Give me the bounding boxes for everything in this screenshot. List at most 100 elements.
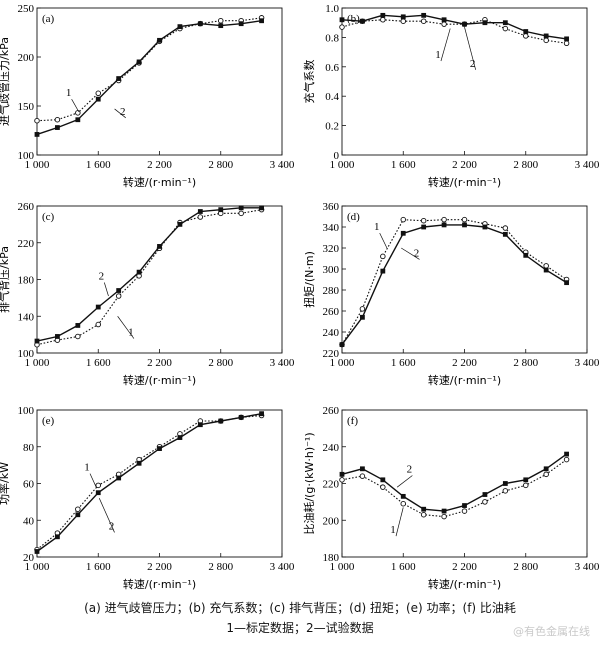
series-line-2 bbox=[341, 224, 567, 346]
data-point-series-2 bbox=[177, 24, 183, 30]
panel-label: (d) bbox=[347, 211, 360, 223]
x-tick-label: 2 200 bbox=[452, 357, 477, 369]
y-tick-label: 340 bbox=[323, 222, 340, 234]
data-point-series-1 bbox=[339, 24, 345, 30]
data-point-series-2 bbox=[462, 21, 467, 27]
data-point-series-2 bbox=[95, 490, 101, 496]
y-axis-label: 排气背压/kPa bbox=[0, 246, 11, 313]
data-point-series-1 bbox=[75, 110, 81, 116]
panel-label: (b) bbox=[347, 13, 360, 25]
x-tick-label: 1 600 bbox=[86, 159, 111, 171]
data-point-series-1 bbox=[523, 33, 529, 39]
annotation-leader bbox=[395, 507, 404, 537]
data-point-series-1 bbox=[54, 116, 61, 123]
data-point-series-1 bbox=[441, 216, 447, 223]
data-point-series-1 bbox=[238, 210, 244, 217]
x-tick-label: 2 800 bbox=[208, 561, 233, 573]
data-point-series-1 bbox=[380, 17, 386, 23]
data-point-series-2 bbox=[360, 314, 365, 320]
data-point-series-2 bbox=[462, 503, 467, 508]
data-point-series-2 bbox=[95, 96, 101, 102]
y-tick-label: 200 bbox=[18, 52, 35, 64]
y-axis-label: 进气歧管压力/kPa bbox=[0, 37, 11, 126]
y-tick-label: 220 bbox=[323, 348, 340, 360]
y-axis-label: 充气系数 bbox=[302, 60, 316, 104]
data-point-series-1 bbox=[95, 321, 101, 328]
y-tick-label: 200 bbox=[323, 515, 340, 527]
x-tick-label: 3 400 bbox=[270, 159, 295, 171]
y-tick-label: 360 bbox=[323, 201, 340, 213]
y-tick-label: 280 bbox=[323, 285, 340, 297]
y-tick-label: 40 bbox=[23, 515, 35, 527]
data-point-series-2 bbox=[564, 280, 569, 286]
data-point-series-2 bbox=[218, 418, 224, 424]
data-point-series-2 bbox=[238, 414, 244, 420]
x-tick-label: 1 000 bbox=[25, 159, 50, 171]
series-line-1 bbox=[36, 414, 262, 551]
annotation-label: 2 bbox=[407, 463, 413, 475]
data-point-series-2 bbox=[564, 36, 569, 42]
y-tick-label: 220 bbox=[323, 479, 340, 491]
y-tick-label: 320 bbox=[323, 243, 340, 255]
annotation-label: 2 bbox=[120, 106, 126, 118]
data-point-series-1 bbox=[380, 253, 386, 260]
chart-grid: 1 000 1 600 2 200 2 800 3 400100150200250(a)… bbox=[0, 3, 600, 591]
data-point-series-1 bbox=[502, 25, 509, 32]
series-line-2 bbox=[36, 207, 262, 342]
data-point-series-1 bbox=[75, 333, 81, 340]
data-point-series-2 bbox=[523, 477, 529, 483]
y-tick-label: 100 bbox=[18, 150, 35, 162]
data-point-series-2 bbox=[55, 334, 60, 339]
y-tick-label: 0 bbox=[334, 150, 340, 162]
data-point-series-1 bbox=[400, 500, 407, 507]
data-point-series-2 bbox=[157, 37, 162, 43]
data-point-series-1 bbox=[420, 217, 427, 224]
x-tick-label: 1 600 bbox=[86, 357, 111, 369]
annotation-leader bbox=[379, 232, 388, 249]
data-point-series-2 bbox=[462, 222, 467, 228]
plot-frame bbox=[36, 205, 283, 354]
x-tick-label: 2 200 bbox=[452, 561, 477, 573]
x-tick-label: 1 600 bbox=[391, 561, 416, 573]
data-point-series-2 bbox=[502, 20, 508, 26]
x-tick-label: 1 000 bbox=[330, 357, 355, 369]
data-point-series-2 bbox=[543, 466, 549, 472]
data-point-series-2 bbox=[564, 451, 569, 457]
data-point-series-2 bbox=[75, 323, 81, 328]
data-point-series-2 bbox=[523, 252, 529, 258]
data-point-series-2 bbox=[380, 12, 386, 18]
data-point-series-1 bbox=[563, 456, 570, 463]
chart-panel-3: 1 000 1 600 2 200 2 800 3 400 100 140 180 220 260… bbox=[0, 201, 295, 387]
x-tick-label: 3 400 bbox=[575, 159, 600, 171]
data-point-series-1 bbox=[339, 477, 345, 483]
data-point-series-1 bbox=[502, 488, 509, 494]
data-point-series-2 bbox=[55, 534, 60, 540]
data-point-series-1 bbox=[400, 18, 407, 24]
figure-caption: (a) 进气歧管压力；(b) 充气系数；(c) 排气背压；(d) 扭矩；(e) … bbox=[0, 598, 600, 638]
series-line-1 bbox=[341, 19, 567, 44]
watermark: @有色金属在线 bbox=[513, 625, 590, 638]
data-point-series-2 bbox=[218, 23, 224, 29]
x-tick-label: 2 800 bbox=[513, 159, 538, 171]
data-point-series-2 bbox=[136, 269, 142, 275]
data-point-series-2 bbox=[259, 205, 264, 211]
y-axis-label: 功率/kW bbox=[0, 462, 11, 505]
x-axis-label: 转速/(r·min⁻¹) bbox=[428, 577, 501, 591]
y-axis-label: 比油耗/(g·(kW·h)⁻¹) bbox=[302, 432, 316, 534]
annotation-leader bbox=[114, 108, 126, 119]
annotation-label: 2 bbox=[99, 271, 105, 283]
panel-label: (c) bbox=[42, 211, 55, 223]
data-point-series-2 bbox=[502, 231, 508, 237]
x-tick-label: 1 600 bbox=[391, 357, 416, 369]
y-tick-label: 80 bbox=[23, 442, 35, 454]
y-tick-label: 150 bbox=[18, 101, 35, 113]
x-tick-label: 2 800 bbox=[513, 561, 538, 573]
data-point-series-2 bbox=[360, 466, 365, 472]
data-point-series-1 bbox=[217, 17, 224, 24]
data-point-series-2 bbox=[238, 205, 244, 211]
data-point-series-2 bbox=[339, 342, 345, 347]
plot-frame bbox=[36, 7, 283, 156]
x-tick-label: 2 800 bbox=[208, 357, 233, 369]
data-point-series-2 bbox=[197, 21, 203, 27]
y-tick-label: 100 bbox=[18, 348, 35, 360]
